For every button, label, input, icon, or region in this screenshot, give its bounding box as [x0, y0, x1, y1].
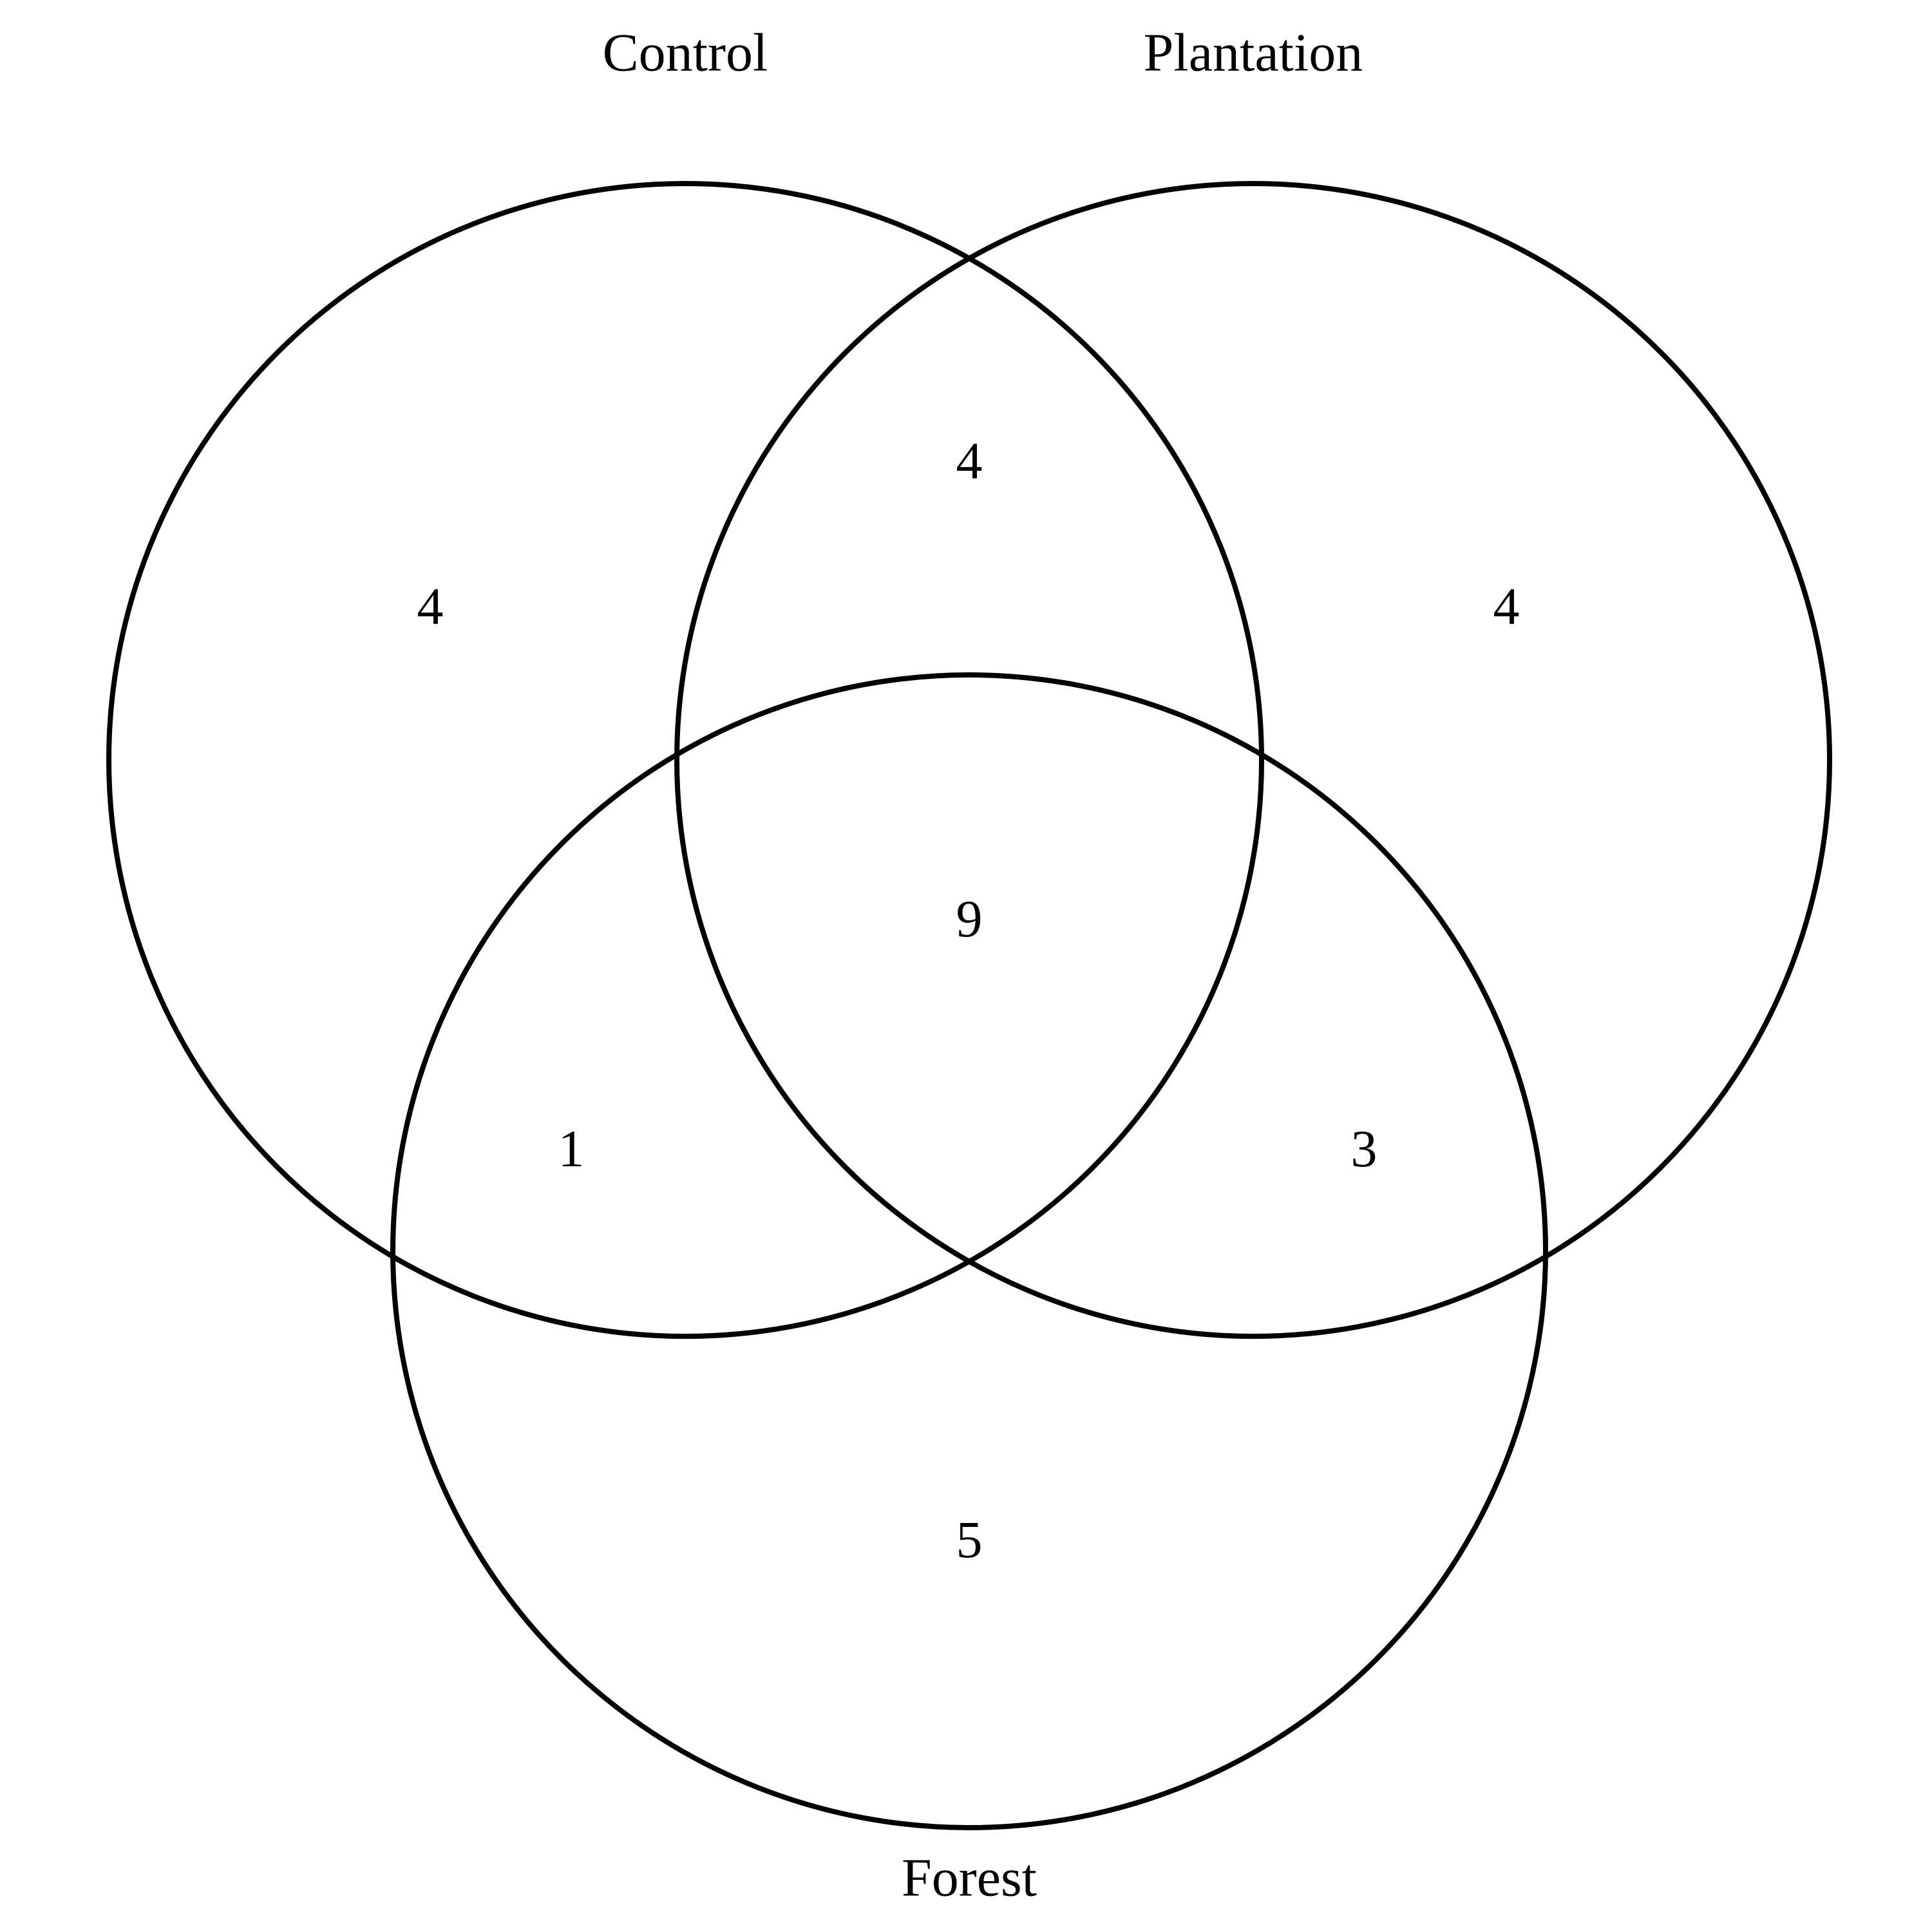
plantation-label: Plantation: [1144, 23, 1363, 82]
forest-circle: [390, 672, 1548, 1830]
forest-only-count: 5: [956, 1510, 983, 1569]
control-circle: [106, 181, 1264, 1339]
all-three-count: 9: [956, 889, 983, 948]
plantation-circle: [674, 181, 1832, 1339]
control-only-count: 4: [417, 577, 444, 636]
plantation-forest-count: 3: [1351, 1119, 1378, 1178]
control-plantation-count: 4: [956, 431, 983, 490]
control-forest-count: 1: [558, 1119, 585, 1178]
plantation-only-count: 4: [1493, 577, 1520, 636]
control-label: Control: [603, 23, 768, 82]
forest-label: Forest: [902, 1848, 1037, 1908]
